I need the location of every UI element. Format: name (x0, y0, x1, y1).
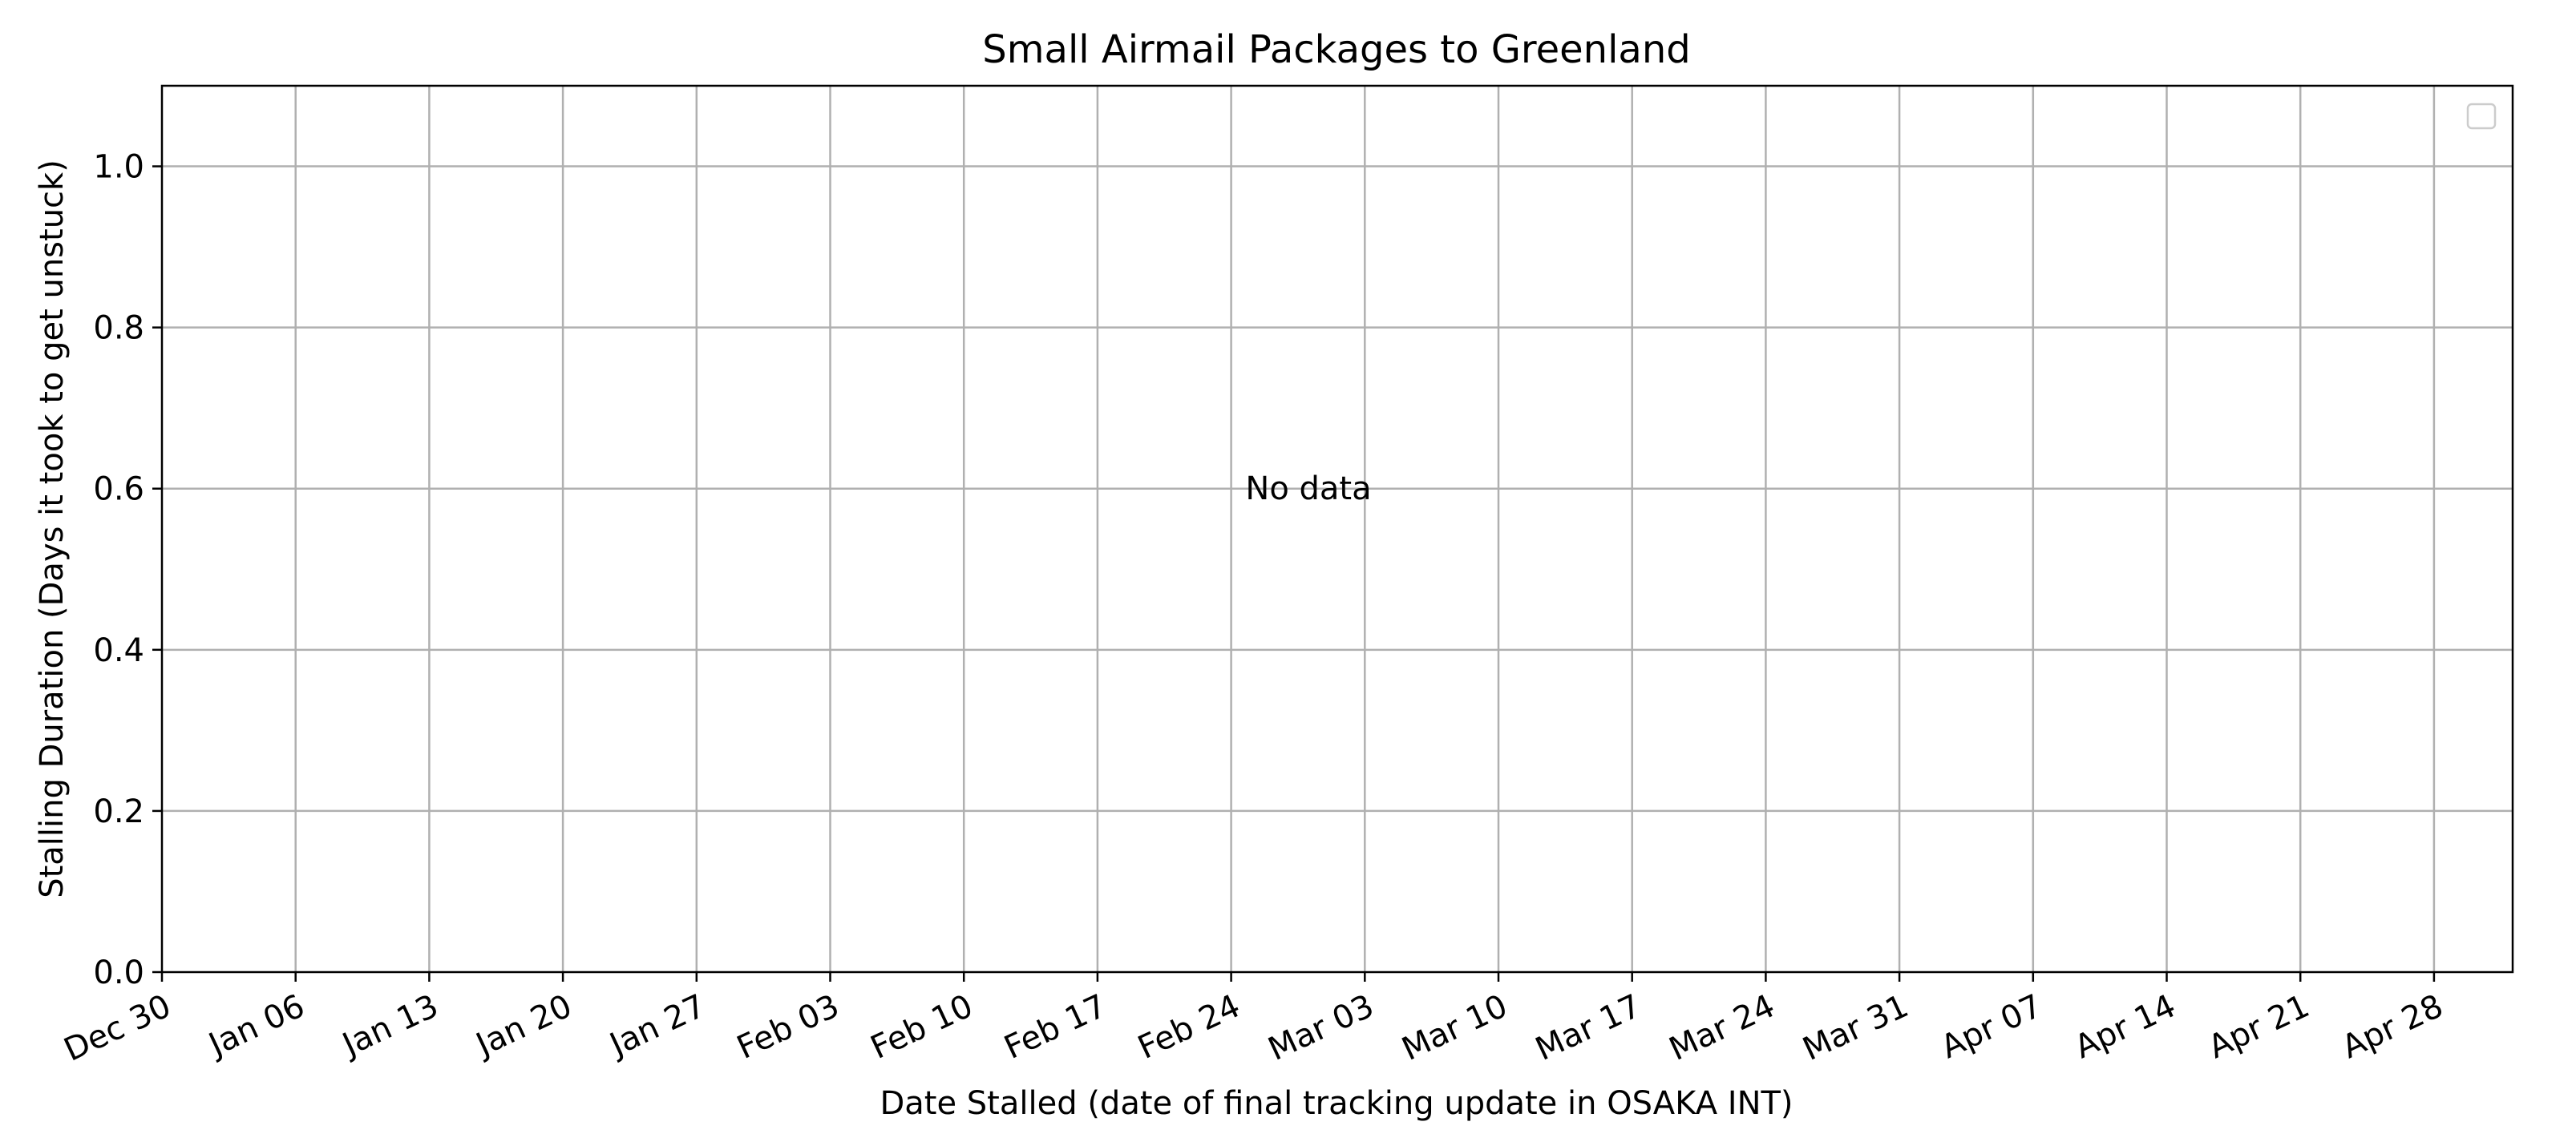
chart-title: Small Airmail Packages to Greenland (982, 27, 1690, 72)
y-tick-label: 1.0 (93, 149, 144, 186)
y-tick-label: 0.6 (93, 471, 144, 508)
y-axis-ticks: 0.0 0.2 0.4 0.6 0.8 1.0 (93, 149, 162, 991)
no-data-annotation: No data (1245, 470, 1371, 507)
y-tick-label: 0.0 (93, 954, 144, 991)
y-tick-label: 0.8 (93, 310, 144, 347)
legend-box (2466, 103, 2497, 130)
y-tick-label: 0.2 (93, 793, 144, 830)
x-axis-label: Date Stalled (date of final tracking upd… (880, 1085, 1793, 1122)
grid (162, 86, 2513, 972)
y-tick-label: 0.4 (93, 632, 144, 669)
y-axis-label: Stalling Duration (Days it took to get u… (34, 159, 71, 898)
plot-frame (160, 84, 2514, 974)
